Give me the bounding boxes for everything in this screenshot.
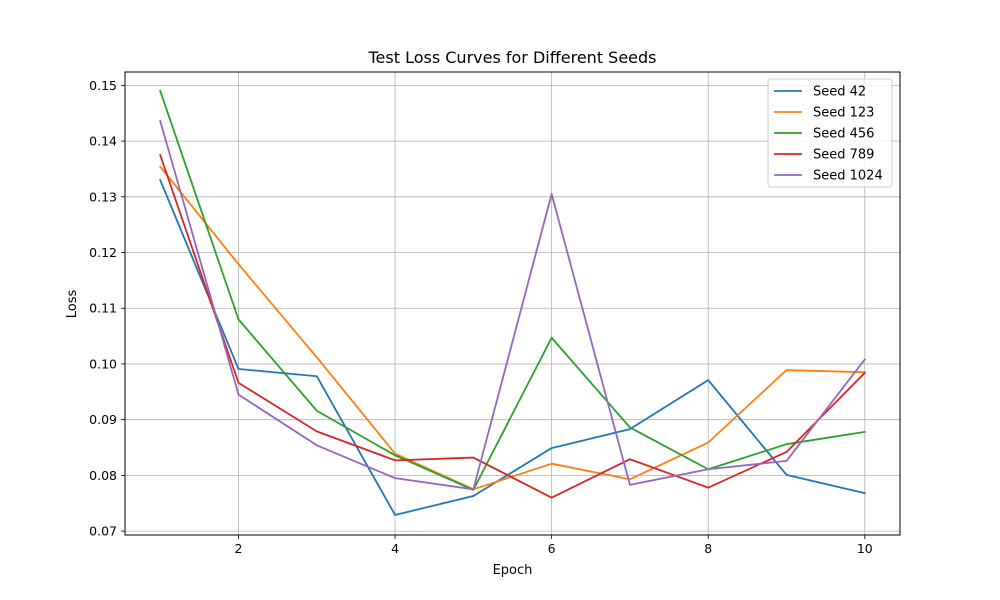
y-axis-label: Loss <box>65 290 80 319</box>
x-tick-label: 6 <box>548 541 556 556</box>
chart-title: Test Loss Curves for Different Seeds <box>367 48 656 67</box>
x-tick-label: 2 <box>235 541 243 556</box>
series-line-seed-1024 <box>159 119 867 491</box>
grid <box>125 72 900 535</box>
series-lines <box>158 89 867 516</box>
plot-area-frame <box>124 71 901 536</box>
legend-label: Seed 1024 <box>813 169 883 184</box>
legend-label: Seed 789 <box>813 148 874 163</box>
legend: Seed 42 Seed 123 Seed 456 Seed 789 Seed 1024 <box>767 78 893 188</box>
legend-box <box>767 78 893 188</box>
x-axis-label: Epoch <box>493 563 533 578</box>
legend-label: Seed 456 <box>813 127 874 142</box>
y-tick-label: 0.11 <box>89 301 117 316</box>
y-tick-label: 0.08 <box>89 468 117 483</box>
series-line-seed-42 <box>159 178 866 516</box>
y-tick-label: 0.12 <box>89 245 117 260</box>
legend-label: Seed 42 <box>813 85 866 100</box>
series-line-seed-456 <box>159 89 866 491</box>
y-tick-label: 0.15 <box>89 78 117 93</box>
y-tick-label: 0.14 <box>89 134 117 149</box>
y-tick-label: 0.10 <box>89 356 117 371</box>
y-tick-label: 0.09 <box>89 412 117 427</box>
series-line-seed-789 <box>159 153 867 499</box>
x-tick-label: 4 <box>391 541 399 556</box>
x-tick-label: 8 <box>704 541 712 556</box>
axis-ticks: 2 4 6 8 10 0.07 0.08 0.09 0.10 0.11 0.12 0.13 0.14 0.… <box>89 78 873 556</box>
series-line-seed-123 <box>158 165 866 491</box>
y-tick-label: 0.13 <box>89 189 117 204</box>
y-tick-label: 0.07 <box>89 524 117 539</box>
x-tick-label: 10 <box>857 541 873 556</box>
legend-label: Seed 123 <box>813 106 874 121</box>
